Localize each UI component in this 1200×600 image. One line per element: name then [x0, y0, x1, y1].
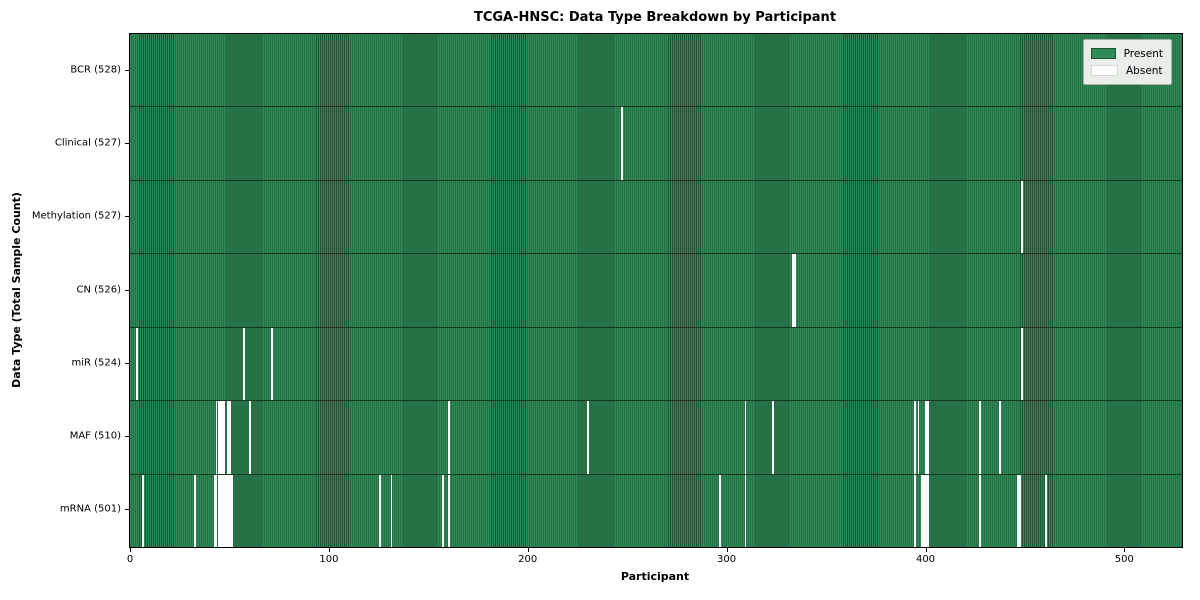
- absent-mark: [141, 474, 144, 547]
- absent-mark: [913, 474, 916, 547]
- heatmap-row-BCR: [130, 34, 1182, 108]
- absent-mark: [979, 401, 982, 474]
- legend-label-absent: Absent: [1126, 64, 1163, 77]
- y-tick-label-CN: CN (526): [76, 284, 121, 295]
- y-tick-mark: [125, 436, 129, 438]
- absent-mark: [225, 474, 228, 547]
- x-tick-label-0: 0: [126, 554, 134, 565]
- absent-mark: [213, 474, 216, 547]
- chart-title: TCGA-HNSC: Data Type Breakdown by Partic…: [473, 10, 837, 25]
- y-tick-label-Clinical: Clinical (527): [54, 137, 121, 149]
- heatmap-row-CN: [130, 254, 1182, 328]
- absent-mark: [221, 474, 224, 547]
- x-tick-label-300: 300: [717, 554, 737, 565]
- y-tick-label-Methylation: Methylation (527): [31, 210, 121, 222]
- absent-mark: [217, 401, 220, 474]
- x-tick-mark: [130, 548, 131, 552]
- absent-mark: [921, 474, 924, 547]
- absent-mark: [979, 474, 982, 547]
- absent-mark: [229, 401, 232, 474]
- absent-mark: [587, 401, 590, 474]
- absent-mark: [1044, 474, 1047, 547]
- absent-mark: [271, 327, 274, 401]
- absent-mark: [227, 401, 230, 474]
- absent-mark: [243, 327, 246, 401]
- absent-mark: [999, 401, 1002, 474]
- legend-label-present: Present: [1123, 47, 1163, 60]
- y-tick-label-MAF: MAF (510): [69, 430, 121, 442]
- absent-mark: [229, 474, 232, 547]
- absent-mark: [1020, 327, 1023, 401]
- absent-swatch-icon: [1091, 65, 1118, 76]
- x-tick-label-400: 400: [915, 554, 936, 565]
- x-axis-label: Participant: [620, 570, 690, 583]
- y-axis-label: Data Type (Total Sample Count): [10, 192, 23, 388]
- absent-mark: [448, 474, 451, 547]
- absent-mark: [442, 474, 445, 547]
- heatmap-row-miR: [130, 327, 1182, 402]
- y-tick-label-miR: miR (524): [71, 357, 121, 369]
- absent-mark: [227, 474, 230, 547]
- x-tick-mark: [1124, 548, 1126, 552]
- absent-mark: [927, 474, 930, 547]
- y-tick-mark: [125, 362, 129, 364]
- absent-mark: [925, 474, 928, 547]
- x-tick-label-100: 100: [319, 554, 339, 565]
- absent-mark: [913, 401, 916, 474]
- absent-mark: [378, 474, 381, 547]
- absent-mark: [219, 401, 222, 474]
- x-tick-mark: [527, 548, 529, 552]
- x-tick-mark: [726, 548, 728, 552]
- absent-mark: [223, 401, 226, 474]
- y-tick-mark: [125, 289, 129, 291]
- absent-mark: [215, 474, 218, 547]
- absent-mark: [1020, 180, 1023, 254]
- absent-mark: [1018, 474, 1021, 547]
- present-swatch-icon: [1091, 48, 1116, 59]
- absent-mark: [219, 474, 222, 547]
- y-tick-mark: [125, 509, 129, 511]
- absent-mark: [217, 474, 220, 547]
- absent-mark: [792, 254, 795, 327]
- y-tick-label-mRNA: mRNA (501): [59, 503, 121, 515]
- x-tick-label-500: 500: [1114, 554, 1134, 565]
- y-tick-mark: [125, 142, 129, 144]
- x-tick-mark: [925, 548, 927, 552]
- heatmap-row-mRNA: [130, 474, 1182, 547]
- heatmap-row-MAF: [130, 401, 1182, 475]
- absent-mark: [448, 401, 451, 474]
- absent-mark: [193, 474, 196, 547]
- legend-entry-absent: Absent: [1091, 62, 1163, 79]
- absent-mark: [1016, 474, 1019, 547]
- y-tick-mark: [125, 69, 129, 71]
- absent-mark: [925, 401, 928, 474]
- absent-mark: [390, 474, 393, 547]
- legend-entry-present: Present: [1091, 45, 1163, 62]
- absent-mark: [718, 474, 721, 547]
- absent-mark: [744, 474, 747, 547]
- absent-mark: [223, 474, 226, 547]
- absent-mark: [135, 327, 138, 401]
- heatmap-row-Methylation: [130, 180, 1182, 255]
- y-tick-label-BCR: BCR (528): [70, 64, 121, 76]
- y-tick-mark: [125, 216, 129, 218]
- absent-mark: [794, 254, 797, 327]
- absent-mark: [221, 401, 224, 474]
- x-tick-label-200: 200: [518, 554, 538, 565]
- legend: Present Absent: [1083, 39, 1172, 85]
- absent-mark: [744, 401, 747, 474]
- absent-mark: [215, 401, 218, 474]
- absent-mark: [772, 401, 775, 474]
- x-tick-mark: [328, 548, 330, 552]
- absent-mark: [621, 107, 624, 180]
- absent-mark: [917, 401, 920, 474]
- heatmap-row-Clinical: [130, 107, 1182, 181]
- plot-area: [129, 33, 1183, 548]
- absent-mark: [923, 474, 926, 547]
- absent-mark: [231, 474, 234, 547]
- absent-mark: [927, 401, 930, 474]
- absent-mark: [249, 401, 252, 474]
